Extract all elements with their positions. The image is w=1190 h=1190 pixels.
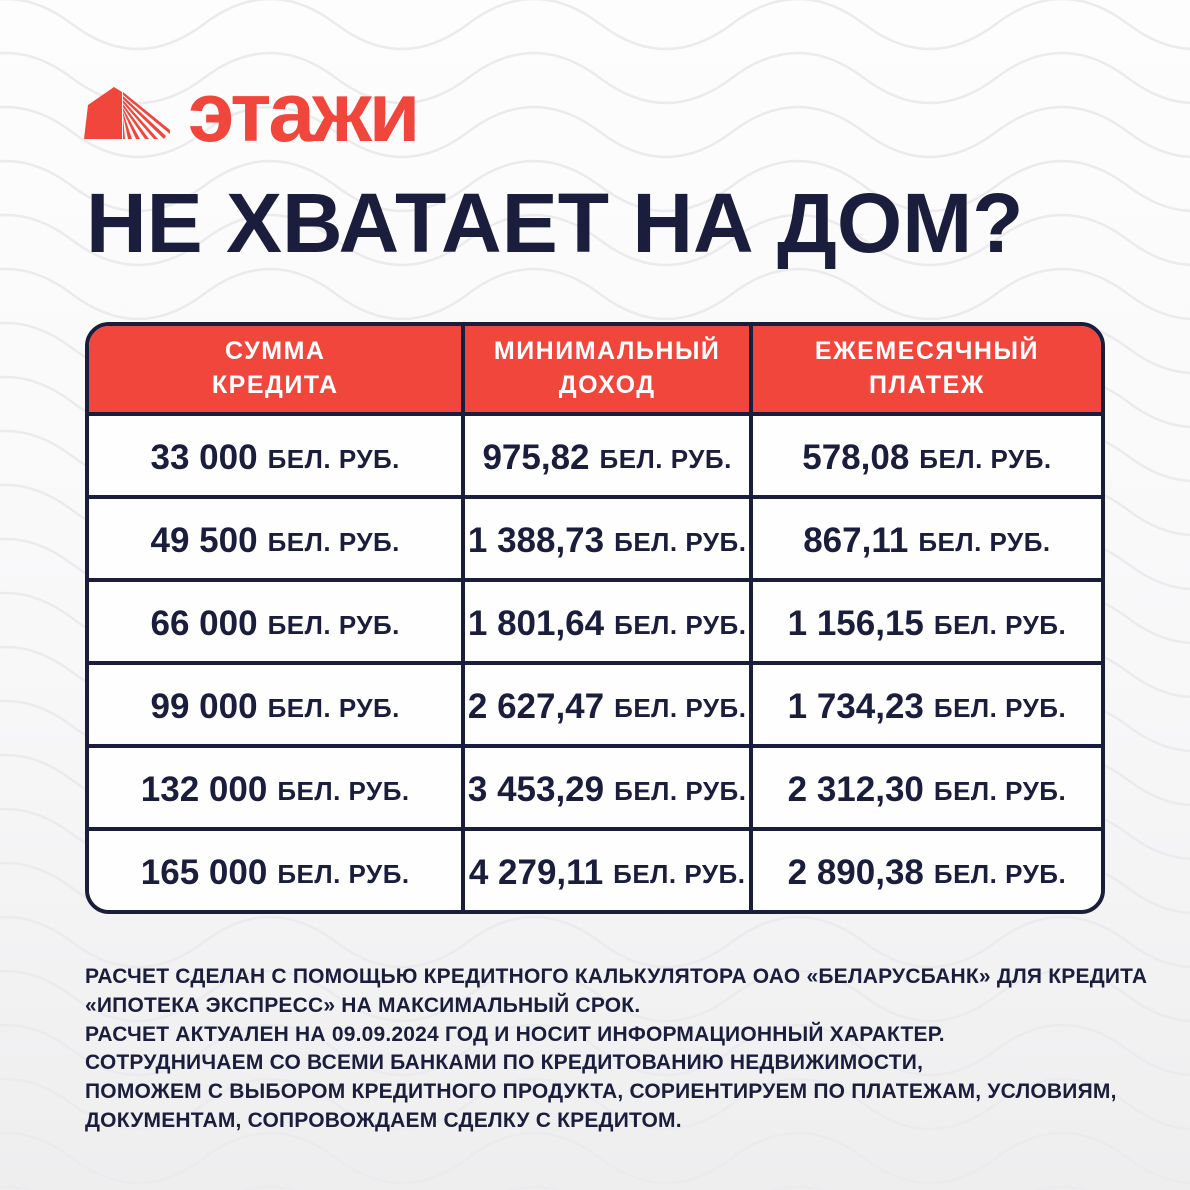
- etazhi-logo: этажи: [78, 65, 420, 159]
- monthly-payment-value: 1 734,23: [787, 686, 924, 726]
- disclaimer-line: ДОКУМЕНТАМ, СОПРОВОЖДАЕМ СДЕЛКУ С КРЕДИТ…: [85, 1108, 682, 1132]
- min-income-cell: 2 627,47 БЕЛ. РУБ.: [465, 665, 753, 744]
- header-line: ПЛАТЕЖ: [868, 371, 985, 399]
- credit-amount-value: 165 000: [140, 852, 268, 892]
- currency-unit-label: БЕЛ. РУБ.: [267, 444, 400, 474]
- credit-amount-cell: 165 000 БЕЛ. РУБ.: [89, 831, 466, 910]
- header-line: МИНИМАЛЬНЫЙ: [493, 337, 721, 366]
- monthly-payment-value: 867,11: [803, 520, 909, 560]
- table-header-row: СУММА КРЕДИТА МИНИМАЛЬНЫЙ ДОХОД ЕЖЕМЕСЯЧ…: [89, 326, 1101, 412]
- min-income-cell: 4 279,11 БЕЛ. РУБ.: [465, 831, 753, 910]
- monthly-payment-cell: 578,08 БЕЛ. РУБ.: [752, 416, 1101, 495]
- credit-amount-value: 66 000: [150, 603, 258, 643]
- credit-amount-value: 49 500: [150, 520, 258, 560]
- monthly-payment-cell: 1 156,15 БЕЛ. РУБ.: [752, 582, 1101, 661]
- disclaimer-line: ПОМОЖЕМ С ВЫБОРОМ КРЕДИТНОГО ПРОДУКТА, С…: [85, 1080, 1117, 1104]
- header-line: СУММА: [224, 337, 326, 366]
- monthly-payment-cell: 2 890,38 БЕЛ. РУБ.: [752, 831, 1101, 910]
- min-income-cell: 1 388,73 БЕЛ. РУБ.: [465, 499, 753, 578]
- currency-unit-label: БЕЛ. РУБ.: [277, 776, 410, 806]
- disclaimer-line: РАСЧЕТ СДЕЛАН С ПОМОЩЬЮ КРЕДИТНОГО КАЛЬК…: [85, 965, 1148, 988]
- currency-unit-label: БЕЛ. РУБ.: [277, 859, 410, 889]
- header-line: ДОХОД: [558, 371, 656, 399]
- currency-unit-label: БЕЛ. РУБ.: [614, 776, 747, 806]
- credit-amount-cell: 132 000 БЕЛ. РУБ.: [89, 748, 466, 827]
- monthly-payment-value: 1 156,15: [787, 603, 924, 643]
- monthly-payment-cell: 1 734,23 БЕЛ. РУБ.: [752, 665, 1101, 744]
- credit-amount-value: 99 000: [150, 686, 258, 726]
- header-line: ЕЖЕМЕСЯЧНЫЙ: [814, 337, 1039, 366]
- table-row: 99 000 БЕЛ. РУБ. 2 627,47 БЕЛ. РУБ. 1 73…: [89, 661, 1101, 744]
- currency-unit-label: БЕЛ. РУБ.: [614, 610, 747, 640]
- currency-unit-label: БЕЛ. РУБ.: [267, 693, 400, 723]
- currency-unit-label: БЕЛ. РУБ.: [267, 527, 400, 557]
- currency-unit-label: БЕЛ. РУБ.: [933, 610, 1067, 640]
- currency-unit-label: БЕЛ. РУБ.: [919, 444, 1052, 474]
- column-header-credit-sum: СУММА КРЕДИТА: [89, 326, 466, 412]
- etazhi-house-icon: [84, 87, 170, 139]
- currency-unit-label: БЕЛ. РУБ.: [614, 527, 747, 557]
- min-income-value: 1 388,73: [467, 520, 605, 560]
- disclaimer-line: СОТРУДНИЧАЕМ СО ВСЕМИ БАНКАМИ ПО КРЕДИТО…: [85, 1051, 924, 1075]
- table-row: 132 000 БЕЛ. РУБ. 3 453,29 БЕЛ. РУБ. 2 3…: [89, 744, 1101, 827]
- monthly-payment-cell: 2 312,30 БЕЛ. РУБ.: [752, 748, 1101, 827]
- table-row: 66 000 БЕЛ. РУБ. 1 801,64 БЕЛ. РУБ. 1 15…: [89, 578, 1101, 661]
- min-income-cell: 3 453,29 БЕЛ. РУБ.: [465, 748, 753, 827]
- min-income-value: 4 279,11: [468, 852, 604, 892]
- credit-amount-cell: 49 500 БЕЛ. РУБ.: [89, 499, 466, 578]
- currency-unit-label: БЕЛ. РУБ.: [918, 527, 1051, 557]
- monthly-payment-value: 2 890,38: [787, 852, 924, 892]
- logo-wordmark: этажи: [188, 65, 420, 159]
- min-income-cell: 975,82 БЕЛ. РУБ.: [465, 416, 753, 495]
- min-income-value: 3 453,29: [467, 769, 605, 809]
- credit-amount-value: 132 000: [140, 769, 268, 809]
- monthly-payment-value: 2 312,30: [787, 769, 924, 809]
- credit-amount-value: 33 000: [150, 437, 258, 477]
- credit-amount-cell: 66 000 БЕЛ. РУБ.: [89, 582, 466, 661]
- header-line: КРЕДИТА: [211, 371, 339, 399]
- min-income-cell: 1 801,64 БЕЛ. РУБ.: [465, 582, 753, 661]
- credit-amount-cell: 33 000 БЕЛ. РУБ.: [89, 416, 466, 495]
- min-income-value: 1 801,64: [467, 603, 605, 643]
- currency-unit-label: БЕЛ. РУБ.: [599, 444, 732, 474]
- monthly-payment-cell: 867,11 БЕЛ. РУБ.: [752, 499, 1101, 578]
- disclaimer-line: «ИПОТЕКА ЭКСПРЕСС» НА МАКСИМАЛЬНЫЙ СРОК.: [85, 993, 641, 1017]
- credit-table: СУММА КРЕДИТА МИНИМАЛЬНЫЙ ДОХОД ЕЖЕМЕСЯЧ…: [85, 322, 1105, 914]
- currency-unit-label: БЕЛ. РУБ.: [267, 610, 400, 640]
- table-row: 33 000 БЕЛ. РУБ. 975,82 БЕЛ. РУБ. 578,08…: [89, 412, 1101, 495]
- currency-unit-label: БЕЛ. РУБ.: [933, 776, 1067, 806]
- column-header-min-income: МИНИМАЛЬНЫЙ ДОХОД: [465, 326, 753, 412]
- page-title: НЕ ХВАТАЕТ НА ДОМ?: [86, 176, 1024, 270]
- column-header-monthly-payment: ЕЖЕМЕСЯЧНЫЙ ПЛАТЕЖ: [753, 326, 1101, 412]
- min-income-value: 2 627,47: [467, 686, 605, 726]
- disclaimer-text: РАСЧЕТ СДЕЛАН С ПОМОЩЬЮ КРЕДИТНОГО КАЛЬК…: [85, 963, 1155, 1136]
- credit-amount-cell: 99 000 БЕЛ. РУБ.: [89, 665, 466, 744]
- currency-unit-label: БЕЛ. РУБ.: [933, 859, 1067, 889]
- min-income-value: 975,82: [482, 437, 590, 477]
- monthly-payment-value: 578,08: [802, 437, 910, 477]
- currency-unit-label: БЕЛ. РУБ.: [613, 859, 746, 889]
- disclaimer-line: РАСЧЕТ АКТУАЛЕН НА 09.09.2024 ГОД И НОСИ…: [85, 1022, 945, 1046]
- table-row: 165 000 БЕЛ. РУБ. 4 279,11 БЕЛ. РУБ. 2 8…: [89, 827, 1101, 910]
- table-row: 49 500 БЕЛ. РУБ. 1 388,73 БЕЛ. РУБ. 867,…: [89, 495, 1101, 578]
- currency-unit-label: БЕЛ. РУБ.: [614, 693, 747, 723]
- currency-unit-label: БЕЛ. РУБ.: [933, 693, 1067, 723]
